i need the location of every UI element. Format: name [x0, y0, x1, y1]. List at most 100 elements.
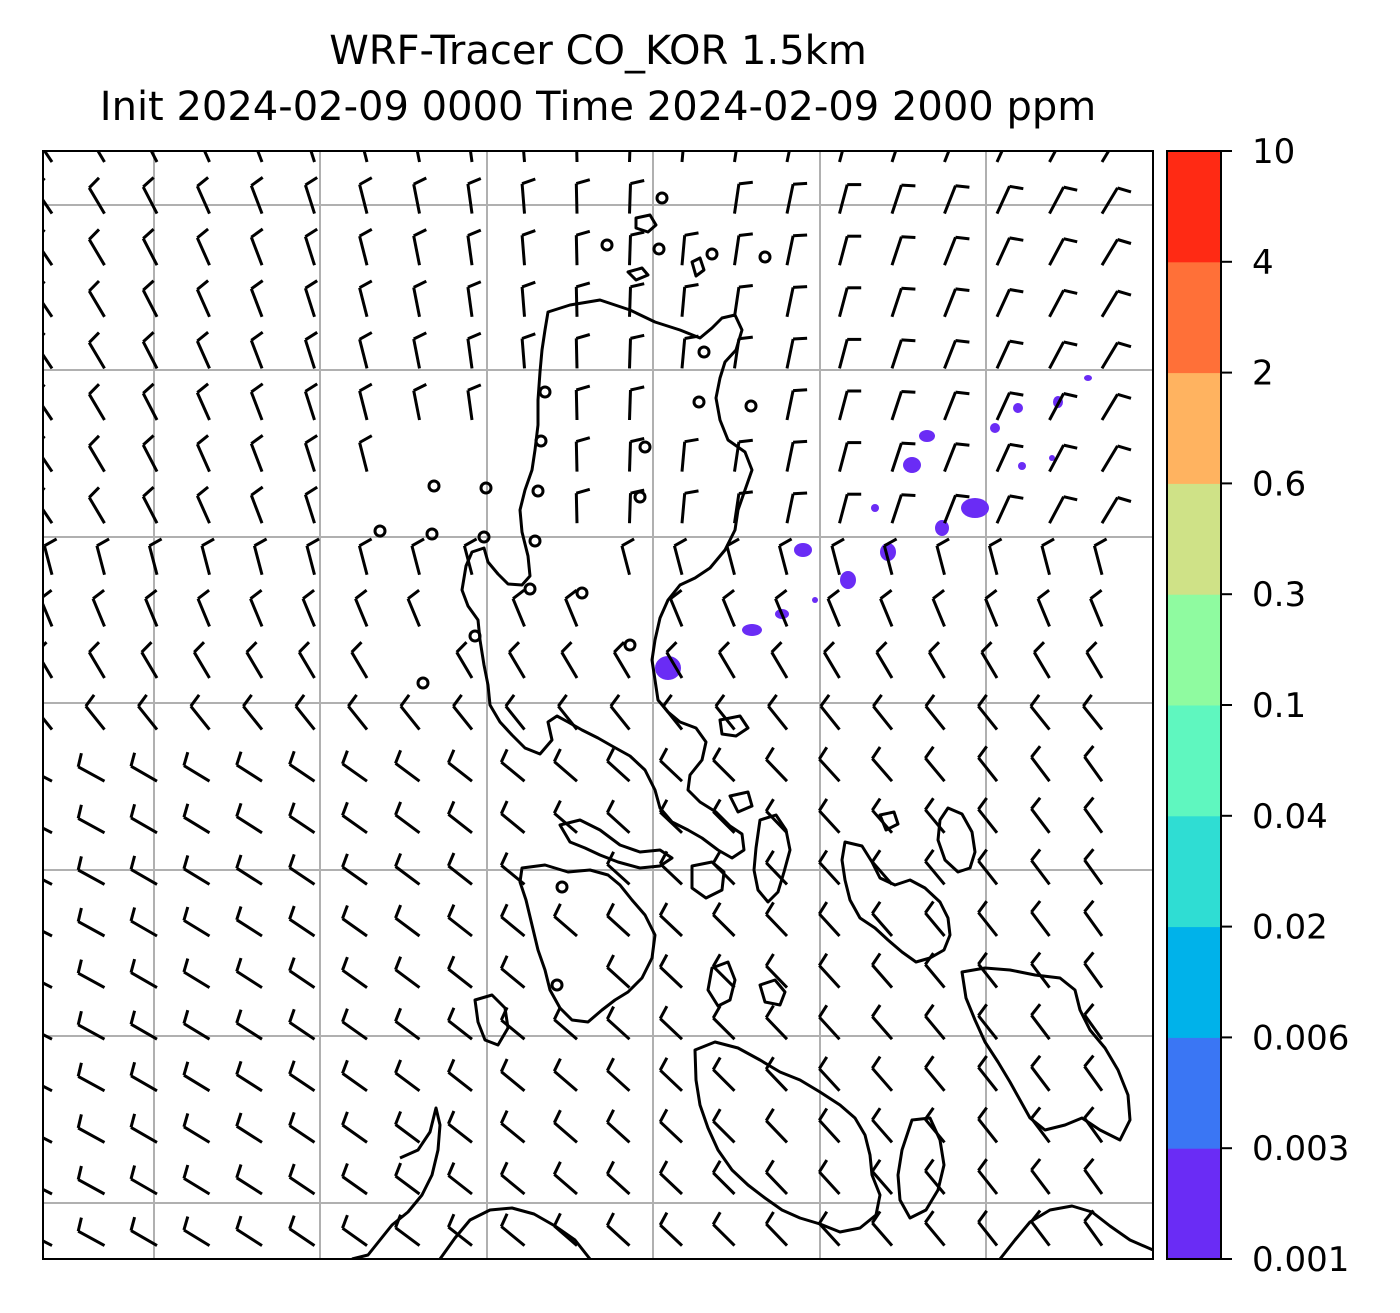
wind-barb-staff	[725, 545, 736, 576]
wind-barb-feather	[576, 128, 590, 132]
wind-barb-feather	[76, 1165, 83, 1180]
wind-barb-staff	[665, 651, 684, 679]
wind-barb-feather	[1083, 1157, 1095, 1171]
wind-barb-feather	[711, 747, 722, 761]
wind-barb-staff	[183, 764, 211, 783]
wind-barb-feather	[1030, 951, 1042, 965]
wind-barb-staff	[77, 1075, 106, 1093]
wind-barb-feather	[711, 1211, 722, 1226]
wind-barb-feather	[142, 382, 155, 395]
wind-barb-feather	[1009, 391, 1024, 397]
wind-barb-staff	[522, 151, 526, 163]
wind-barb-staff	[288, 1124, 316, 1144]
wind-barb-staff	[931, 598, 946, 627]
wind-barb-feather	[883, 537, 898, 548]
wind-barb-staff	[341, 1226, 368, 1247]
wind-barb-staff	[358, 287, 369, 318]
wind-barb-feather	[394, 801, 402, 816]
wind-barb-staff	[606, 966, 631, 989]
wind-barb-staff	[977, 911, 999, 937]
wind-barb-staff	[680, 286, 687, 317]
wind-barb-feather	[793, 181, 808, 186]
wind-barb-staff	[96, 151, 106, 163]
wind-barb-staff	[141, 444, 159, 473]
wind-barb-feather	[142, 227, 155, 240]
wind-barb-staff	[235, 918, 263, 938]
map-background	[43, 151, 1153, 1259]
wind-barb-feather	[818, 901, 829, 915]
wind-barb-staff	[43, 1084, 53, 1093]
wind-barb-feather	[665, 641, 678, 654]
calm-wind-circle	[416, 676, 430, 690]
coastline-south-shore	[438, 1206, 592, 1259]
wind-barb-staff	[818, 861, 841, 886]
wind-barb-feather	[764, 798, 775, 812]
calm-wind-circle	[623, 638, 637, 652]
wind-barb-feather	[1030, 1054, 1042, 1068]
wind-barb-feather	[901, 235, 916, 239]
wind-barb-feather	[818, 1159, 829, 1173]
wind-barb-feather	[182, 1216, 190, 1231]
wind-barb-feather	[872, 694, 883, 708]
wind-barb-staff	[447, 916, 473, 938]
wind-barb-staff	[504, 705, 526, 731]
wind-barb-staff	[1100, 445, 1119, 473]
wind-barb-staff	[1040, 545, 1051, 576]
wind-barb-staff	[977, 859, 999, 886]
colorbar-tick-label: 0.001	[1252, 1240, 1349, 1280]
wind-barb-feather	[871, 1158, 882, 1173]
coastline-southeast-landmass	[960, 966, 1132, 1142]
wind-barb-staff	[43, 1239, 53, 1247]
wind-barb-feather	[871, 1107, 882, 1121]
wind-barb-feather	[129, 1216, 137, 1231]
wind-barb-staff	[818, 758, 841, 783]
wind-barb-feather	[901, 441, 916, 446]
wind-barb-feather	[447, 1162, 456, 1177]
wind-barb-staff	[871, 912, 894, 937]
wind-barb-feather	[504, 694, 516, 708]
wind-barb-feather	[901, 134, 915, 135]
wind-barb-staff	[249, 236, 264, 266]
wind-barb-feather	[88, 434, 101, 447]
wind-barb-feather	[575, 178, 591, 186]
wind-barb-staff	[141, 289, 159, 318]
tracer-patch	[1018, 462, 1026, 470]
wind-barb-feather	[304, 176, 319, 187]
coastline-center-islet	[758, 978, 787, 1007]
tracer-patch	[794, 543, 812, 557]
wind-barb-staff	[995, 340, 1011, 370]
wind-barb-feather	[977, 1209, 988, 1223]
wind-barb-staff	[305, 545, 316, 576]
wind-barb-feather	[1063, 340, 1078, 347]
wind-barb-feather	[413, 331, 427, 341]
wind-barb-feather	[142, 176, 155, 189]
wind-barb-staff	[977, 705, 999, 731]
wind-barb-staff	[1036, 598, 1051, 627]
tracer-patch	[840, 571, 856, 589]
colorbar-ticks: 0.001 0.003 0.006 0.02 0.04 0.1 0.3 0.6 2 4 10	[1221, 132, 1349, 1280]
wind-barb-feather	[1030, 745, 1042, 759]
wind-barb-staff	[765, 1171, 789, 1196]
wind-barb-staff	[252, 545, 264, 576]
wind-barb-feather	[1030, 1106, 1042, 1120]
wind-barb-feather	[88, 383, 101, 396]
wind-barb-staff	[712, 1171, 736, 1196]
wind-barb-feather	[871, 1004, 882, 1018]
wind-barb-staff	[924, 1169, 946, 1195]
wind-barb-feather	[76, 752, 83, 768]
wind-barb-feather	[463, 537, 478, 548]
wind-barb-feather	[1063, 443, 1078, 450]
wind-barb-feather	[984, 589, 998, 600]
wind-barb-feather	[684, 334, 699, 340]
wind-barb-feather	[738, 180, 753, 186]
wind-barb-staff	[785, 338, 795, 369]
wind-barb-staff	[357, 545, 369, 576]
wind-barb-feather	[818, 1210, 829, 1225]
wind-barb-staff	[995, 495, 1011, 524]
wind-barb-staff	[924, 911, 946, 937]
map-title-line-2: Init 2024-02-09 0000 Time 2024-02-09 200…	[99, 84, 1097, 130]
wind-barb-staff	[924, 808, 946, 834]
wind-barb-staff	[733, 286, 741, 318]
wind-barb-staff	[977, 808, 999, 834]
wind-barb-staff	[765, 964, 789, 989]
